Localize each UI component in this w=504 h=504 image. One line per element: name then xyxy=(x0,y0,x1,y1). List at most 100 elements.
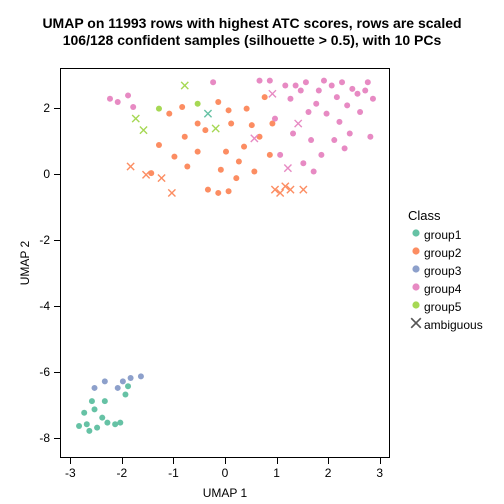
y-tick-label: -8 xyxy=(32,431,50,445)
point-dot xyxy=(184,164,190,170)
point-dot xyxy=(195,101,201,107)
point-dot xyxy=(336,119,342,125)
point-dot xyxy=(99,415,105,421)
point-dot xyxy=(287,96,293,102)
point-x xyxy=(181,82,188,89)
point-dot xyxy=(182,134,188,140)
legend-label: group2 xyxy=(424,246,461,260)
point-dot xyxy=(226,107,232,113)
point-dot xyxy=(107,96,113,102)
point-dot xyxy=(195,121,201,127)
point-dot xyxy=(298,87,304,93)
plot-area xyxy=(60,68,390,458)
point-x xyxy=(295,120,302,127)
point-dot xyxy=(156,106,162,112)
point-dot xyxy=(290,130,296,136)
legend-item: group1 xyxy=(408,226,461,244)
point-dot xyxy=(334,94,340,100)
dot-icon xyxy=(408,280,424,298)
point-dot xyxy=(267,78,273,84)
point-dot xyxy=(112,421,118,427)
point-dot xyxy=(339,79,345,85)
scatter-layer xyxy=(61,69,391,459)
point-dot xyxy=(81,410,87,416)
point-dot xyxy=(331,137,337,143)
x-tick-mark xyxy=(328,458,329,464)
y-tick-mark xyxy=(54,240,60,241)
y-tick-mark xyxy=(54,372,60,373)
dot-icon xyxy=(408,244,424,262)
point-dot xyxy=(205,187,211,193)
point-dot xyxy=(306,109,312,115)
point-dot xyxy=(324,111,330,117)
point-dot xyxy=(342,145,348,151)
legend-item: group5 xyxy=(408,298,461,316)
y-tick-mark xyxy=(54,438,60,439)
dot-icon xyxy=(408,298,424,316)
legend-label: group5 xyxy=(424,300,461,314)
point-x xyxy=(142,171,149,178)
y-tick-label: -2 xyxy=(32,233,50,247)
point-dot xyxy=(94,425,100,431)
point-dot xyxy=(115,385,121,391)
point-dot xyxy=(102,398,108,404)
point-dot xyxy=(102,378,108,384)
x-tick-label: -3 xyxy=(65,466,76,480)
y-axis-title: UMAP 2 xyxy=(18,68,32,458)
point-x xyxy=(212,125,219,132)
point-dot xyxy=(236,159,242,165)
point-dot xyxy=(84,421,90,427)
point-dot xyxy=(125,92,131,98)
point-dot xyxy=(104,420,110,426)
point-dot xyxy=(166,111,172,117)
point-dot xyxy=(226,188,232,194)
x-tick-label: -1 xyxy=(168,466,179,480)
point-dot xyxy=(303,79,309,85)
point-dot xyxy=(357,109,363,115)
legend-item: ambiguous xyxy=(408,316,483,334)
point-dot xyxy=(130,104,136,110)
point-dot xyxy=(365,79,371,85)
point-dot xyxy=(215,190,221,196)
point-dot xyxy=(76,423,82,429)
x-tick-mark xyxy=(277,458,278,464)
x-tick-mark xyxy=(380,458,381,464)
point-dot xyxy=(117,420,123,426)
point-x xyxy=(158,174,165,181)
point-dot xyxy=(318,152,324,158)
point-dot xyxy=(228,121,234,127)
point-dot xyxy=(233,175,239,181)
point-dot xyxy=(249,122,255,128)
point-x xyxy=(140,127,147,134)
point-dot xyxy=(367,134,373,140)
point-x xyxy=(300,186,307,193)
x-axis-title: UMAP 1 xyxy=(60,486,390,500)
point-dot xyxy=(86,428,92,434)
point-dot xyxy=(241,144,247,150)
point-dot xyxy=(262,94,268,100)
y-tick-mark xyxy=(54,306,60,307)
legend-item: group4 xyxy=(408,280,461,298)
chart-title-line2: 106/128 confident samples (silhouette > … xyxy=(0,32,504,48)
x-tick-mark xyxy=(173,458,174,464)
point-dot xyxy=(257,78,263,84)
point-dot xyxy=(138,373,144,379)
point-dot xyxy=(202,127,208,133)
y-tick-mark xyxy=(54,108,60,109)
point-dot xyxy=(311,168,317,174)
point-x xyxy=(127,163,134,170)
point-dot xyxy=(120,378,126,384)
point-dot xyxy=(272,116,278,122)
point-dot xyxy=(128,375,134,381)
point-dot xyxy=(244,106,250,112)
legend-item: group2 xyxy=(408,244,461,262)
point-x xyxy=(132,115,139,122)
point-dot xyxy=(223,149,229,155)
dot-icon xyxy=(408,226,424,244)
point-dot xyxy=(195,149,201,155)
point-x xyxy=(168,189,175,196)
point-dot xyxy=(300,160,306,166)
y-tick-label: -6 xyxy=(32,365,50,379)
point-dot xyxy=(215,99,221,105)
point-dot xyxy=(316,87,322,93)
